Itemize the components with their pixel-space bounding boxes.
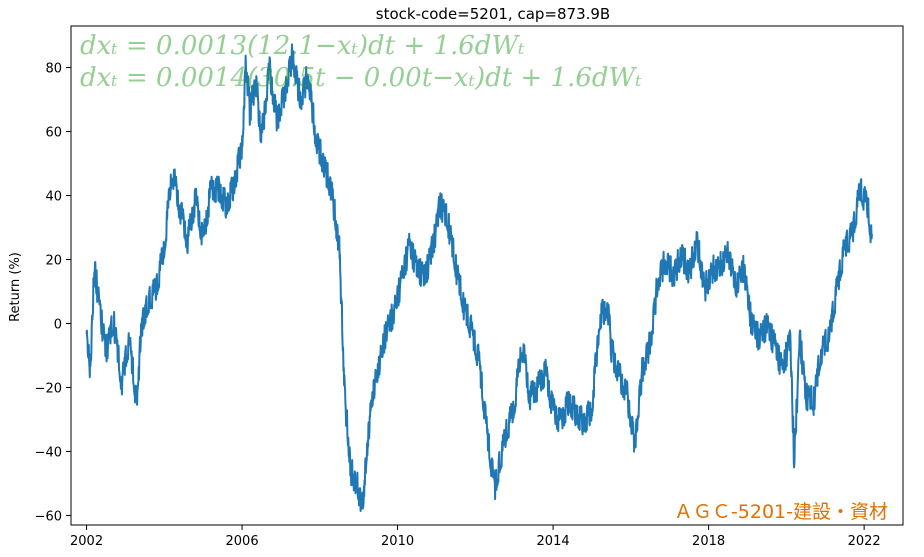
y-tick-label: 40: [45, 190, 62, 205]
x-tick-label: 2014: [537, 534, 570, 549]
y-tick-label: −20: [35, 381, 62, 396]
equation-annotation-1: dxₜ = 0.0013(12.1−xₜ)dt + 1.6dWₜ: [80, 31, 525, 61]
x-tick-label: 2022: [848, 534, 881, 549]
x-tick-label: 2010: [381, 534, 414, 549]
equation-annotation-2: dxₜ = 0.0014(30.5t − 0.00t−xₜ)dt + 1.6dW…: [80, 63, 642, 93]
series-line: [85, 43, 873, 512]
plot-frame: [70, 25, 904, 526]
y-tick-label: 0: [54, 317, 62, 332]
y-tick-label: 60: [45, 126, 62, 141]
chart-title: stock-code=5201, cap=873.9B: [376, 5, 610, 23]
x-tick-label: 2006: [226, 534, 259, 549]
y-axis: −60 −40 −20 0 20 40 60 80: [35, 62, 71, 524]
y-tick-label: −60: [35, 509, 62, 524]
x-tick-label: 2018: [692, 534, 725, 549]
y-tick-label: −40: [35, 445, 62, 460]
x-tick-label: 2002: [70, 534, 103, 549]
y-tick-label: 80: [45, 62, 62, 77]
y-axis-label: Return (%): [8, 252, 23, 322]
x-axis: 2002 2006 2010 2014 2018 2022: [70, 525, 881, 549]
plot-area: [70, 25, 904, 526]
y-tick-label: 20: [45, 254, 62, 269]
company-label: ＡＧＣ-5201-建設・資材: [674, 501, 888, 523]
